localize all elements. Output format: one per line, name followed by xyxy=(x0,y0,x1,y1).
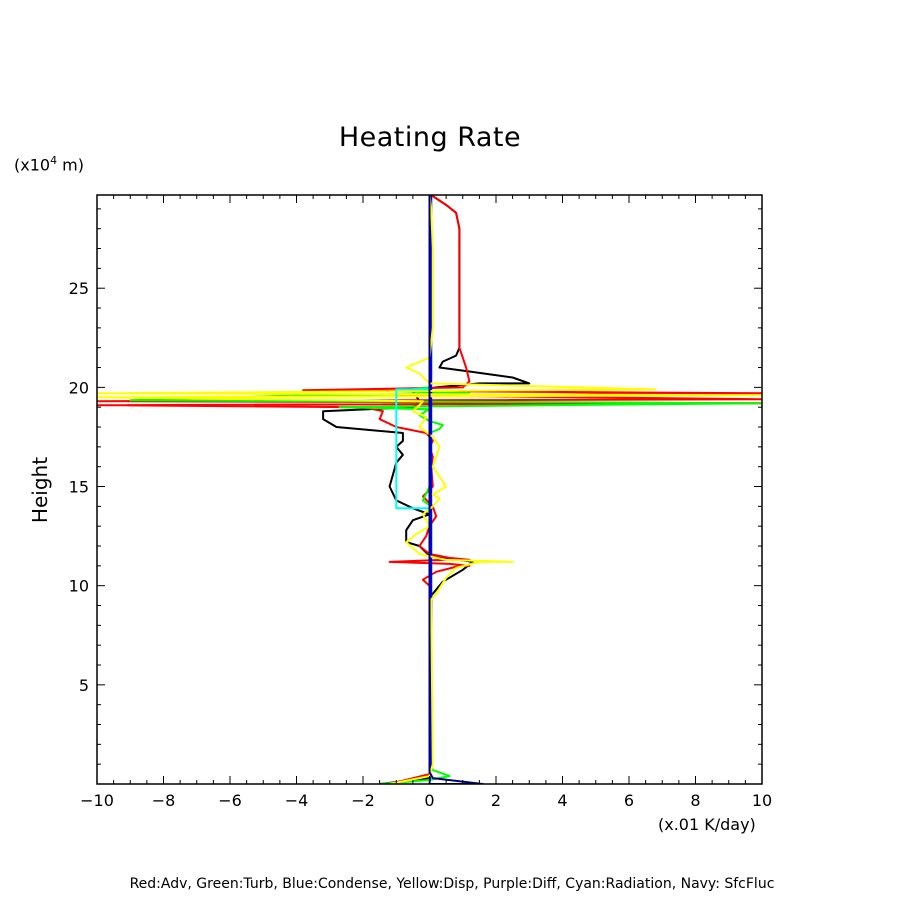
x-tick-label: 10 xyxy=(752,791,772,810)
x-tick-label: −6 xyxy=(218,791,242,810)
series-line-sfcfluc xyxy=(428,195,484,784)
y-tick-label: 20 xyxy=(69,378,89,397)
series-line-radiation xyxy=(395,388,430,510)
x-tick-label: 2 xyxy=(491,791,501,810)
series-line-turb xyxy=(129,195,762,784)
series-line-disp xyxy=(97,195,762,784)
x-tick-label: 6 xyxy=(624,791,634,810)
x-tick-label: 8 xyxy=(690,791,700,810)
x-axis-label: (x.01 K/day) xyxy=(658,815,756,834)
series-lines xyxy=(97,195,762,784)
y-tick-label: 10 xyxy=(69,577,89,596)
x-tick-label: −10 xyxy=(80,791,114,810)
y-tick-label: 25 xyxy=(69,279,89,298)
series-line-total xyxy=(322,195,531,784)
series-line-condense xyxy=(428,195,433,784)
x-tick-label: 4 xyxy=(557,791,567,810)
axes: −10 −8 −6 −4 −2 0 2 4 6 8 10 5 10 15 20 25 xyxy=(69,194,772,810)
y-axis-label: Height xyxy=(28,456,52,524)
x-tick-label: −4 xyxy=(285,791,309,810)
legend-text: Red:Adv, Green:Turb, Blue:Condense, Yell… xyxy=(129,876,775,892)
y-axis-unit: (x104 m) xyxy=(14,154,84,175)
x-tick-label: −8 xyxy=(152,791,176,810)
chart-title: Heating Rate xyxy=(338,122,522,153)
y-tick-label: 15 xyxy=(69,478,89,497)
x-tick-label: −2 xyxy=(351,791,375,810)
x-tick-label: 0 xyxy=(424,791,434,810)
y-tick-label: 5 xyxy=(79,676,89,695)
